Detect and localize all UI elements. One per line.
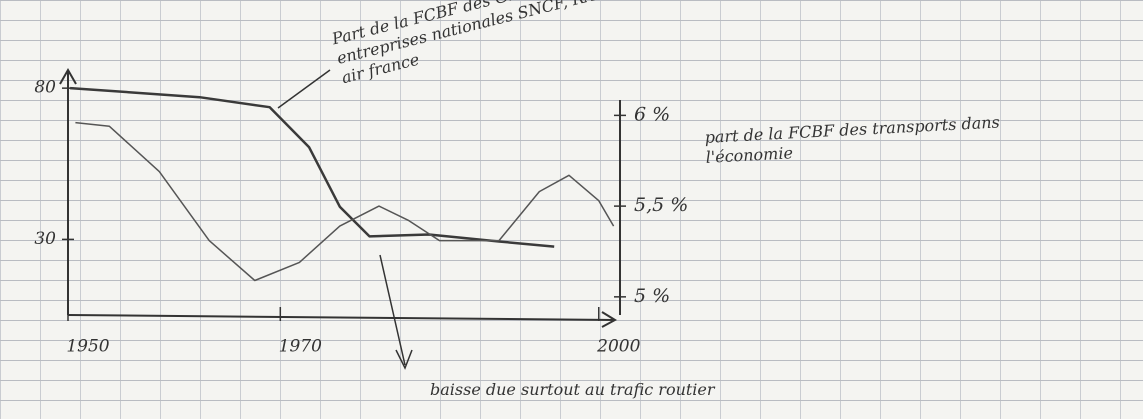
y-tick-label: 80 <box>34 78 56 98</box>
y2-tick-label: 5 % <box>634 285 670 307</box>
x-tick-label: 2000 <box>596 337 640 357</box>
axis <box>68 312 615 327</box>
annotation: baisse due surtout au trafic routier <box>430 380 990 400</box>
chart: 30 80 6 % 5,5 % 5 % 1950 1970 2000 <box>0 0 1143 419</box>
line <box>70 88 554 247</box>
line <box>75 123 613 281</box>
axis <box>60 70 76 315</box>
y2-tick-label: 5,5 % <box>634 194 688 216</box>
y-tick-label: 30 <box>34 229 56 249</box>
x-tick-label: 1950 <box>66 337 109 357</box>
x-tick-label: 1970 <box>279 337 322 357</box>
y2-tick-label: 6 % <box>634 103 670 125</box>
pointer <box>380 255 412 368</box>
pointer <box>278 70 330 108</box>
page: 30806 %5,5 %5 %195019702000 Part de la F… <box>0 0 1143 419</box>
